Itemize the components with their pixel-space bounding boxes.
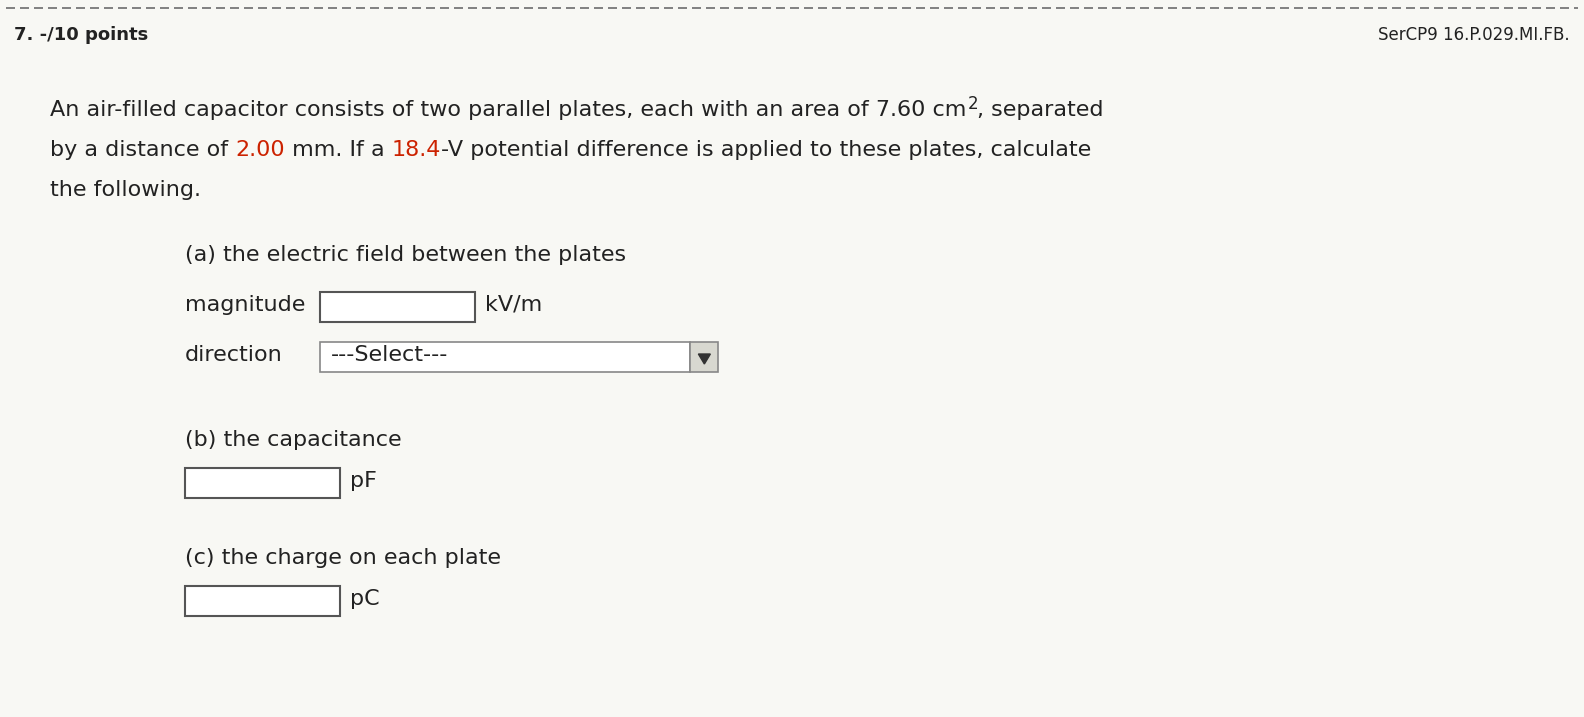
- Text: SerCP9 16.P.029.MI.FB.: SerCP9 16.P.029.MI.FB.: [1378, 26, 1570, 44]
- Text: ---Select---: ---Select---: [331, 345, 448, 365]
- Bar: [320, 342, 691, 372]
- Text: pC: pC: [350, 589, 380, 609]
- Text: -V potential difference is applied to these plates, calculate: -V potential difference is applied to th…: [440, 140, 1091, 160]
- Text: kV/m: kV/m: [485, 295, 543, 315]
- Text: (b) the capacitance: (b) the capacitance: [185, 430, 402, 450]
- Polygon shape: [699, 354, 710, 364]
- Bar: [185, 468, 341, 498]
- Text: An air-filled capacitor consists of two parallel plates, each with an area of 7.: An air-filled capacitor consists of two …: [51, 100, 966, 120]
- Text: 7. -/10 points: 7. -/10 points: [14, 26, 149, 44]
- Text: the following.: the following.: [51, 180, 201, 200]
- Text: , separated: , separated: [977, 100, 1104, 120]
- Text: magnitude: magnitude: [185, 295, 306, 315]
- Text: (a) the electric field between the plates: (a) the electric field between the plate…: [185, 245, 626, 265]
- Text: pF: pF: [350, 471, 377, 491]
- Text: 2: 2: [968, 95, 977, 113]
- Bar: [691, 342, 719, 372]
- Text: 2.00: 2.00: [236, 140, 285, 160]
- Bar: [185, 586, 341, 616]
- Bar: [320, 292, 475, 322]
- Text: mm. If a: mm. If a: [285, 140, 391, 160]
- Text: 18.4: 18.4: [391, 140, 440, 160]
- Text: (c) the charge on each plate: (c) the charge on each plate: [185, 548, 501, 568]
- Text: by a distance of: by a distance of: [51, 140, 236, 160]
- Text: direction: direction: [185, 345, 284, 365]
